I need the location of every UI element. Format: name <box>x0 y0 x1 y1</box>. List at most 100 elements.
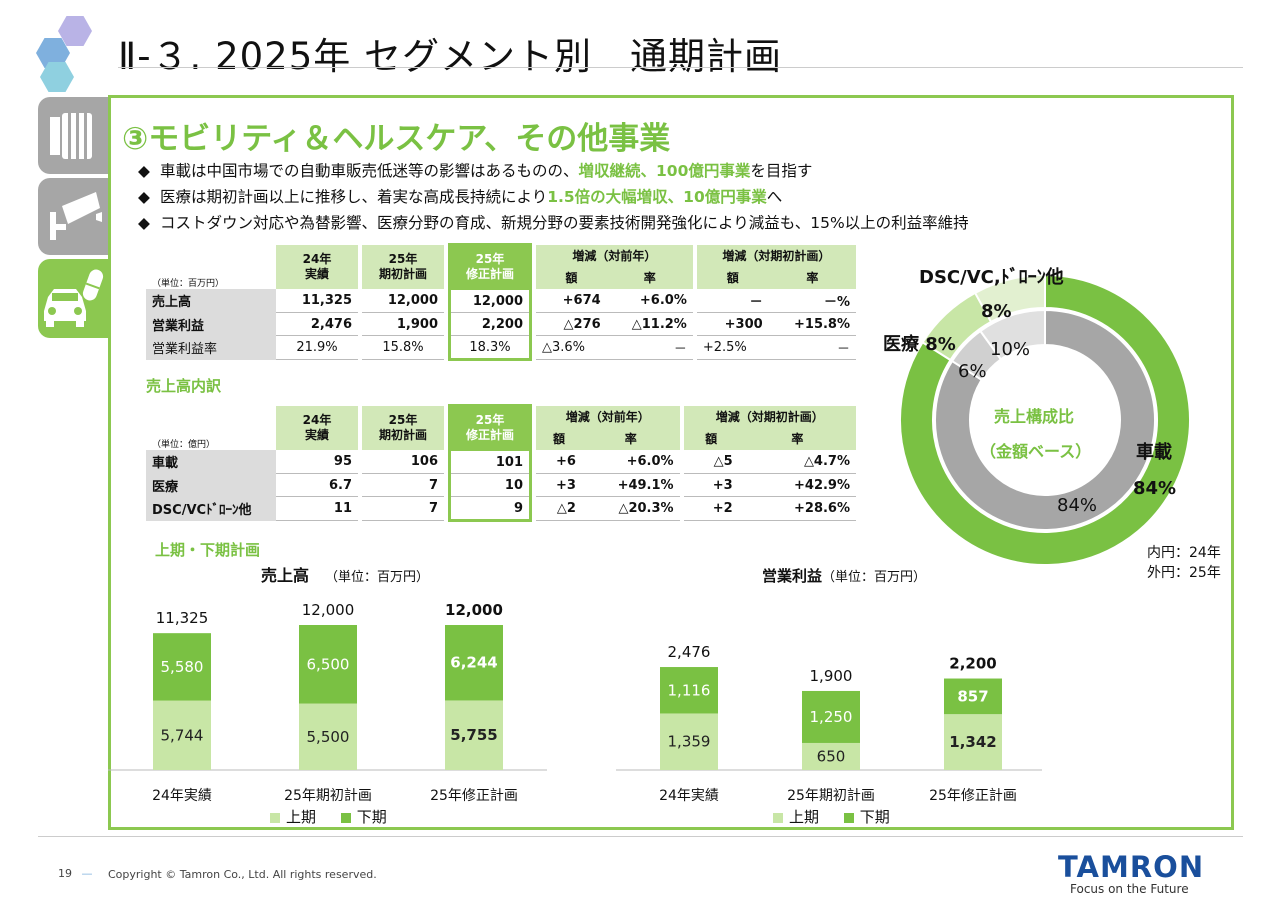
donut-category-label: DSC/VC,ﾄﾞﾛｰﾝ他 <box>919 267 1064 288</box>
column-header: 額 <box>536 266 607 289</box>
donut-inner-slice <box>978 308 1046 361</box>
surveillance-camera-icon <box>50 192 102 240</box>
donut-value-label: 10% <box>990 339 1031 360</box>
column-header: 率 <box>768 266 856 289</box>
bar-first-half <box>445 700 503 770</box>
column-header: 25年 期初計画 <box>362 405 444 450</box>
breakdown-title: 売上高内訳 <box>146 377 222 395</box>
bar-first-half <box>153 700 211 770</box>
data-label: 857 <box>957 687 988 705</box>
brand-tagline: Focus on the Future <box>1070 882 1189 896</box>
unit-label: （単位：億円） <box>152 439 216 450</box>
table-row: 営業利益 2,476 1,900 2,200 △276 △11.2% +300 … <box>146 312 856 336</box>
donut-inner-slice <box>934 308 1156 531</box>
column-header: 25年 修正計画 <box>448 243 532 290</box>
category-label: 24年実績 <box>152 788 212 804</box>
legend-swatch-second-half <box>843 812 854 823</box>
data-label: 6,244 <box>450 654 497 672</box>
data-label: 1,116 <box>668 681 711 699</box>
brand-logo: TAMRON <box>1058 850 1205 884</box>
legend-swatch-second-half <box>340 812 351 823</box>
column-header: 24年 実績 <box>276 244 358 289</box>
bar-second-half <box>660 667 718 714</box>
table-row: 医療 6.7 7 10 +3 +49.1% +3 +42.9% <box>146 473 856 497</box>
chart-legend: 上期 下期 <box>270 806 387 827</box>
bar-second-half <box>153 633 211 701</box>
data-label: 1,359 <box>668 733 711 751</box>
unit-label: （単位：百万円） <box>152 278 225 289</box>
total-label: 1,900 <box>810 667 853 685</box>
total-label: 2,200 <box>949 655 996 673</box>
data-label: 6,500 <box>307 655 350 673</box>
data-label: 5,755 <box>450 726 497 744</box>
table-row: 営業利益率 21.9% 15.8% 18.3% △3.6% － +2.5% － <box>146 335 856 361</box>
category-label: 24年実績 <box>659 788 719 804</box>
donut-note: 内円：24年 <box>1147 545 1221 561</box>
legend-swatch-first-half <box>773 812 783 823</box>
bar-first-half <box>660 713 718 770</box>
donut-value-label: 84% <box>1057 495 1098 516</box>
footer-divider <box>38 836 1243 837</box>
bar-second-half <box>299 625 357 704</box>
title-divider <box>118 67 1243 68</box>
column-header: 率 <box>581 427 680 450</box>
donut-center-label: （金額ベース） <box>980 442 1092 461</box>
chart-legend: 上期 下期 <box>773 806 890 827</box>
donut-value-label: 8% <box>981 301 1012 322</box>
category-label: 25年修正計画 <box>929 788 1017 804</box>
half-year-title: 上期・下期計画 <box>155 541 261 559</box>
total-label: 2,476 <box>668 643 711 661</box>
bullet-item: ◆ 車載は中国市場での自動車販売低迷等の影響はあるものの、増収継続、100億円事業… <box>138 162 813 180</box>
page-title: Ⅱ-３. 2025年 セグメント別 通期計画 <box>118 35 783 78</box>
total-label: 12,000 <box>302 601 355 619</box>
column-header: 増減（対前年） <box>536 244 693 267</box>
donut-category-label: 車載 <box>1136 442 1172 463</box>
column-header: 額 <box>696 266 769 289</box>
camera-lens-icon <box>50 113 92 159</box>
data-label: 650 <box>817 747 846 765</box>
bar-second-half <box>944 678 1002 715</box>
section-title: ③モビリティ＆ヘルスケア、その他事業 <box>122 121 671 157</box>
data-label: 1,250 <box>810 708 853 726</box>
bar-second-half <box>802 690 860 743</box>
category-label: 25年期初計画 <box>787 787 875 804</box>
data-label: 5,500 <box>307 728 350 746</box>
donut-category-label: 医療 8% <box>883 334 956 355</box>
column-header: 率 <box>606 266 693 289</box>
tab-mobility-healthcare[interactable] <box>38 259 108 338</box>
page-number: 19 — <box>58 867 93 880</box>
bullet-item: ◆ コストダウン対応や為替影響、医療分野の育成、新規分野の要素技術開発強化により減… <box>138 214 969 232</box>
column-header: 増減（対期初計画） <box>683 405 856 428</box>
column-header: 率 <box>738 427 856 450</box>
tab-surveillance[interactable] <box>38 178 108 255</box>
column-header: 額 <box>536 427 582 450</box>
tab-lens[interactable] <box>38 97 108 174</box>
bullet-item: ◆ 医療は期初計画以上に推移し、着実な高成長持続により1.5倍の大幅増収、10億円… <box>138 188 783 206</box>
data-label: 5,744 <box>161 726 204 744</box>
content-frame <box>108 95 1234 830</box>
column-header: 24年 実績 <box>276 405 358 450</box>
total-label: 12,000 <box>445 601 503 619</box>
bar-second-half <box>445 625 503 701</box>
bar-first-half <box>299 703 357 770</box>
sales-composition-donut <box>899 273 1191 566</box>
category-label: 25年期初計画 <box>284 787 372 804</box>
copyright: Copyright © Tamron Co., Ltd. All rights … <box>108 868 377 881</box>
table-row: 車載 95 106 101 +6 +6.0% △5 △4.7% <box>146 449 856 474</box>
legend-swatch-first-half <box>270 812 280 823</box>
column-header: 増減（対期初計画） <box>696 244 856 267</box>
chart-title-sales: 売上高 （単位：百万円） <box>261 566 430 585</box>
sales-half-year-chart: 5,744 5,580 11,325 24年実績 5,500 6,500 12,000 25年… <box>108 601 547 804</box>
bar-first-half <box>944 714 1002 770</box>
total-label: 11,325 <box>156 609 209 627</box>
donut-outer-slice <box>899 273 1191 566</box>
donut-value-label: 84% <box>1133 478 1177 499</box>
op-income-half-year-chart: 1,359 1,116 2,476 24年実績 650 1,250 1,900 25年期初計画… <box>616 643 1042 804</box>
category-label: 25年修正計画 <box>430 788 518 804</box>
column-header: 25年 期初計画 <box>362 244 444 289</box>
segment-plan-table: （単位：百万円） 24年 実績 25年 期初計画 25年 修正計画 増減（対前年… <box>146 243 856 361</box>
donut-center-label: 売上構成比 <box>994 407 1075 426</box>
bullet-list: ◆ 車載は中国市場での自動車販売低迷等の影響はあるものの、増収継続、100億円事業… <box>138 158 969 236</box>
donut-note: 外円：25年 <box>1147 565 1221 581</box>
sales-breakdown-table: （単位：億円） 24年 実績 25年 期初計画 25年 修正計画 増減（対前年）… <box>146 404 856 522</box>
